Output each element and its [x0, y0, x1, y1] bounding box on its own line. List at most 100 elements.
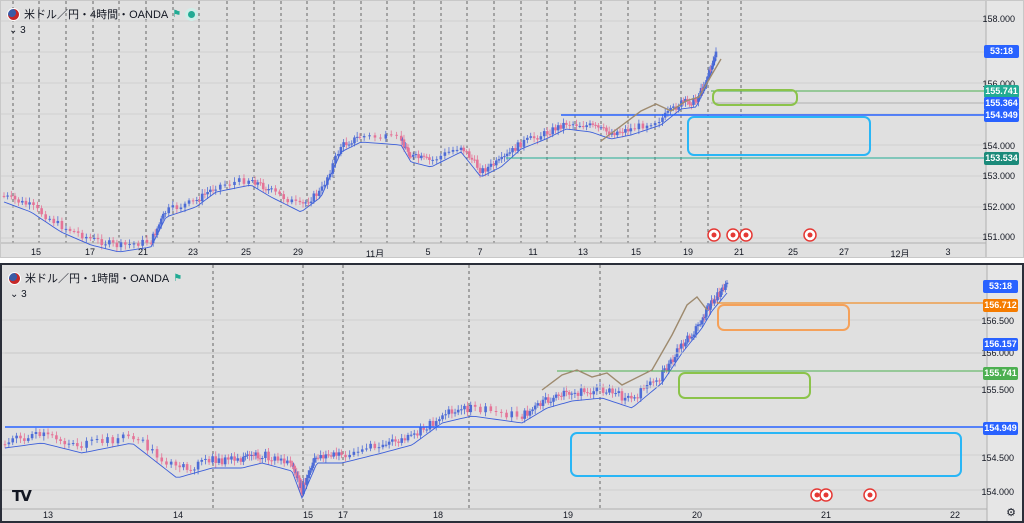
candle-body [136, 439, 140, 441]
candle-body [311, 462, 315, 468]
candle-body [332, 452, 336, 457]
candle-body [214, 189, 218, 191]
candle-body [511, 148, 514, 153]
candle-body [145, 239, 149, 243]
candle-body [585, 125, 588, 128]
candle-body [532, 136, 536, 139]
candle-body [402, 139, 406, 148]
event-marker-dot [711, 232, 717, 238]
candle-body [242, 456, 245, 462]
candle-body [652, 381, 655, 383]
candle-body [227, 457, 230, 460]
candle-body [505, 412, 508, 418]
candle-body [223, 184, 227, 186]
candle-body [298, 477, 302, 489]
candle-body [422, 155, 426, 157]
candle-body [200, 193, 204, 202]
candle-body [132, 436, 135, 440]
candle-body [314, 457, 318, 459]
candle-body [428, 157, 431, 160]
settings-gear-icon[interactable]: ⚙ [1006, 507, 1016, 519]
candle-body [200, 459, 204, 462]
candle-body [64, 228, 68, 230]
candle-body [554, 394, 558, 398]
candle-body [276, 456, 280, 461]
zone-box [712, 89, 798, 106]
candle-body [665, 368, 668, 371]
chart-pane-1h[interactable]: 米ドル／円・1時間・OANDA ⚑ ⌄ 3 156.500 156.000 15… [0, 263, 1024, 523]
candle-body [298, 200, 302, 203]
candle-body [404, 146, 407, 148]
candle-body [293, 465, 296, 473]
chart-canvas-4h[interactable] [1, 1, 1024, 258]
candle-body [309, 201, 313, 204]
candle-body [279, 458, 283, 461]
candle-body [96, 237, 100, 240]
candle-body [195, 199, 199, 201]
candle-body [560, 395, 563, 397]
candle-body [531, 409, 534, 412]
candle-body [334, 155, 337, 164]
candle-body [473, 159, 476, 161]
chart-pane-4h[interactable]: 米ドル／円・4時間・OANDA ⚑ ⌄ 3 158.000 156.000 15… [0, 0, 1024, 258]
live-dot-icon [185, 7, 199, 21]
candle-body [121, 434, 125, 439]
candle-body [698, 324, 702, 326]
candle-body [684, 342, 687, 347]
moving-average-line [3, 58, 717, 253]
candle-body [595, 387, 599, 392]
indicator-count-1h[interactable]: ⌄ 3 [10, 289, 27, 300]
candle-body [406, 434, 410, 441]
candle-body [677, 106, 681, 110]
time-tick: 23 [187, 247, 199, 257]
candle-body [353, 137, 356, 144]
candle-body [11, 438, 15, 443]
candle-body [551, 127, 555, 135]
symbol-title-4h[interactable]: 米ドル／円・4時間・OANDA [24, 9, 169, 21]
candle-body [339, 146, 343, 154]
candle-body [175, 205, 179, 210]
candle-body [362, 135, 366, 138]
price-tag-level2: 156.157 [983, 338, 1018, 351]
candle-body [568, 124, 572, 126]
candle-body [403, 438, 407, 441]
candle-body [72, 230, 76, 232]
candle-body [260, 458, 264, 460]
candle-body [178, 465, 182, 468]
candle-body [155, 449, 159, 458]
candle-body [439, 155, 443, 160]
candle-body [377, 447, 381, 449]
candle-body [695, 101, 699, 103]
candle-body [71, 443, 75, 445]
candle-body [237, 178, 241, 182]
candle-body [575, 124, 578, 127]
chart-canvas-1h[interactable] [2, 265, 1024, 523]
green-flag-icon[interactable]: ⚑ [172, 8, 182, 20]
candle-body [469, 404, 473, 413]
indicator-count-4h[interactable]: ⌄ 3 [9, 25, 26, 36]
candle-body [443, 152, 447, 156]
time-tick: 21 [820, 510, 832, 520]
candle-body [360, 449, 364, 452]
candle-body [211, 189, 215, 191]
candle-body [350, 143, 354, 145]
candle-body [571, 124, 575, 126]
candle-body [63, 441, 67, 445]
candle-body [3, 444, 7, 446]
candle-body [523, 410, 527, 419]
candle-body [696, 324, 700, 327]
candle-body [85, 440, 88, 448]
candle-body [541, 399, 545, 406]
zone-box [687, 116, 871, 156]
tradingview-logo[interactable]: TV [12, 487, 32, 505]
price-tick: 151.000 [982, 232, 1015, 242]
symbol-title-1h[interactable]: 米ドル／円・1時間・OANDA [25, 273, 170, 285]
event-marker-dot [807, 232, 813, 238]
candle-body [588, 123, 592, 126]
time-tick: 22 [949, 510, 961, 520]
green-flag-icon[interactable]: ⚑ [173, 272, 183, 284]
price-tick: 152.000 [982, 202, 1015, 212]
candle-body [466, 405, 469, 413]
candle-body [706, 76, 710, 81]
price-tick: 156.000 [981, 348, 1014, 358]
